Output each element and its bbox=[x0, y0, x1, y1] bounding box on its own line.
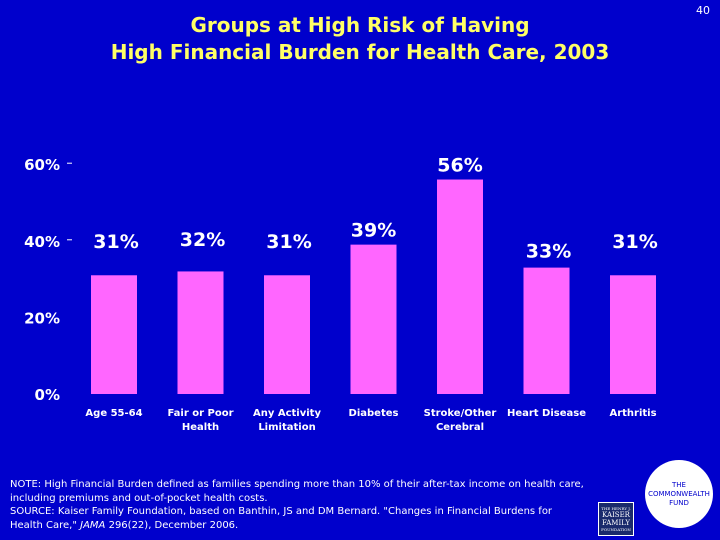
bar bbox=[350, 244, 397, 394]
commonwealth-logo-line-3: FUND bbox=[669, 498, 689, 507]
x-tick-label: Age 55-64 bbox=[85, 408, 142, 419]
x-tick-label-line: Health bbox=[182, 422, 219, 433]
x-tick-label-line: Fair or Poor bbox=[167, 408, 233, 419]
x-tick-label-line: Limitation bbox=[258, 422, 315, 433]
kaiser-family-foundation-logo: THE HENRY J. KAISER FAMILY FOUNDATION bbox=[598, 502, 634, 536]
x-tick-label-line: Arthritis bbox=[609, 408, 656, 419]
bar bbox=[177, 271, 224, 394]
y-tick-label: 60% bbox=[24, 156, 60, 174]
data-label: 39% bbox=[351, 220, 396, 242]
data-label: 31% bbox=[612, 231, 657, 253]
page-number: 40 bbox=[696, 4, 710, 17]
bar bbox=[264, 275, 310, 394]
x-tick-label: Arthritis bbox=[609, 408, 656, 419]
bar-chart: 0% 20% 40% 60% 31% Age 55-64 32% Fair or Poor He… bbox=[24, 155, 658, 433]
footnote: NOTE: High Financial Burden defined as f… bbox=[10, 478, 595, 532]
data-label: 31% bbox=[93, 231, 138, 253]
bar bbox=[437, 179, 483, 394]
commonwealth-logo-line-1: THE bbox=[672, 480, 686, 489]
x-tick-label: Diabetes bbox=[349, 408, 399, 419]
bar bbox=[91, 275, 137, 394]
x-tick-label: Heart Disease bbox=[507, 408, 586, 419]
data-label: 33% bbox=[526, 241, 571, 263]
chart-title: Groups at High Risk of Having High Finan… bbox=[20, 12, 700, 66]
bar bbox=[610, 275, 656, 394]
commonwealth-logo-line-2: COMMONWEALTH bbox=[648, 489, 710, 498]
chart-title-line-2: High Financial Burden for Health Care, 2… bbox=[110, 40, 610, 64]
x-tick-label-line: Cerebral bbox=[436, 422, 484, 433]
x-tick-label: Any Activity Limitation bbox=[253, 408, 321, 433]
note-line-1: NOTE: High Financial Burden defined as f… bbox=[10, 479, 584, 490]
x-tick-label: Fair or Poor Health bbox=[167, 408, 233, 433]
kaiser-logo-line-3: FAMILY bbox=[601, 519, 631, 527]
y-tick-label: 20% bbox=[24, 309, 60, 327]
source-prefix: Health Care," bbox=[10, 519, 81, 531]
note-line-2: including premiums and out-of-pocket hea… bbox=[10, 492, 268, 504]
x-tick-label-line: Any Activity bbox=[253, 408, 321, 419]
y-tick-label: 40% bbox=[24, 233, 60, 251]
x-tick-label-line: Diabetes bbox=[349, 408, 399, 419]
x-tick-label: Stroke/Other Cerebral bbox=[424, 408, 497, 433]
kaiser-logo-line-2: KAISER bbox=[602, 511, 630, 519]
data-label: 56% bbox=[437, 155, 482, 177]
y-tick-label: 0% bbox=[35, 386, 60, 404]
source-line-2: Health Care," JAMA 296(22), December 200… bbox=[10, 519, 595, 533]
data-label: 32% bbox=[180, 229, 225, 251]
source-suffix: 296(22), December 2006. bbox=[105, 519, 239, 531]
data-label: 31% bbox=[266, 231, 311, 253]
bar bbox=[523, 267, 570, 394]
x-tick-label-line: Age 55-64 bbox=[85, 408, 142, 419]
x-tick-label-line: Stroke/Other bbox=[424, 408, 497, 419]
commonwealth-fund-logo: THE COMMONWEALTH FUND bbox=[645, 460, 713, 528]
kaiser-logo-line-4: FOUNDATION bbox=[601, 527, 631, 532]
source-line-1: SOURCE: Kaiser Family Foundation, based … bbox=[10, 506, 553, 517]
chart-title-line-1: Groups at High Risk of Having bbox=[190, 13, 530, 37]
x-tick-label-line: Heart Disease bbox=[507, 408, 586, 419]
source-journal: JAMA bbox=[80, 519, 106, 531]
kaiser-logo-line-1: THE HENRY J. bbox=[601, 506, 631, 511]
